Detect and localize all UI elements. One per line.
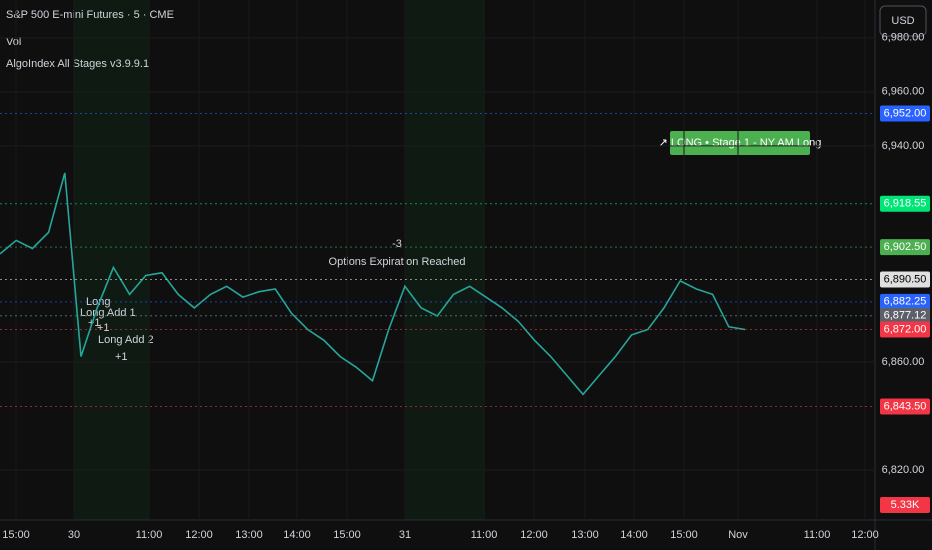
price-badge <box>880 398 930 415</box>
price-badge <box>880 321 930 338</box>
price-line <box>0 172 746 396</box>
x-tick-label: 15:00 <box>333 529 361 541</box>
price-badge <box>880 271 930 288</box>
x-tick-label: 14:00 <box>620 529 648 541</box>
annotation: Long <box>86 296 110 308</box>
x-tick-label: 15:00 <box>670 529 698 541</box>
x-tick-label: 11:00 <box>471 529 498 541</box>
y-tick-label: 6,820.00 <box>882 464 925 476</box>
price-badge <box>880 195 930 212</box>
price-badge <box>880 307 930 324</box>
annotation: +1 <box>97 322 110 334</box>
price-badge-label: 6,872.00 <box>884 323 927 335</box>
y-tick-label: 6,940.00 <box>882 140 925 152</box>
x-tick-label: Nov <box>728 529 748 541</box>
x-tick-label: 12:00 <box>185 529 213 541</box>
price-badge <box>880 239 930 256</box>
x-tick-label: 15:00 <box>2 529 30 541</box>
volume-badge <box>880 497 930 513</box>
signal-box <box>670 131 810 155</box>
x-tick-label: 11:00 <box>804 529 831 541</box>
annotation: -3 <box>392 238 402 250</box>
x-tick-label: 12:00 <box>851 529 879 541</box>
x-tick-label: 13:00 <box>571 529 599 541</box>
symbol: S&P 500 E-mini Futures · 5 · CME <box>6 9 174 21</box>
price-badge-label: 6,877.12 <box>884 310 927 322</box>
annotation: +1 <box>115 351 128 363</box>
price-badge-label: 6,890.50 <box>884 273 927 285</box>
price-badge-label: 6,952.00 <box>884 107 927 119</box>
price-badge-label: 6,882.25 <box>884 296 927 308</box>
price-badge <box>880 293 930 310</box>
y-tick-label: 6,980.00 <box>882 32 925 44</box>
x-tick-label: 13:00 <box>235 529 263 541</box>
signal-label: ↗ LONG • Stage 1 - NY AM Long <box>659 137 822 149</box>
annotation: Long Add 2 <box>98 334 154 346</box>
price-badge <box>880 105 930 122</box>
price-badge-label: 6,843.50 <box>884 400 927 412</box>
volume-badge-label: 5.33K <box>891 499 920 511</box>
indicator: Vol <box>6 36 21 48</box>
price-badge-label: 6,902.50 <box>884 241 927 253</box>
x-tick-label: 12:00 <box>520 529 548 541</box>
y-tick-label: 6,960.00 <box>882 86 925 98</box>
price-badge-label: 6,918.55 <box>884 198 927 210</box>
session-shade <box>74 0 149 520</box>
x-tick-label: 14:00 <box>283 529 311 541</box>
currency[interactable]: USD <box>891 15 914 27</box>
x-tick-label: 31 <box>399 529 411 541</box>
x-tick-label: 30 <box>68 529 80 541</box>
session-shade <box>405 0 485 520</box>
x-tick-label: 11:00 <box>136 529 163 541</box>
y-tick-label: 6,860.00 <box>882 356 925 368</box>
currency-button[interactable] <box>879 5 927 37</box>
indicator: AlgoIndex All Stages v3.9.9.1 <box>6 58 149 70</box>
annotation: Options Expiration Reached <box>329 256 466 268</box>
